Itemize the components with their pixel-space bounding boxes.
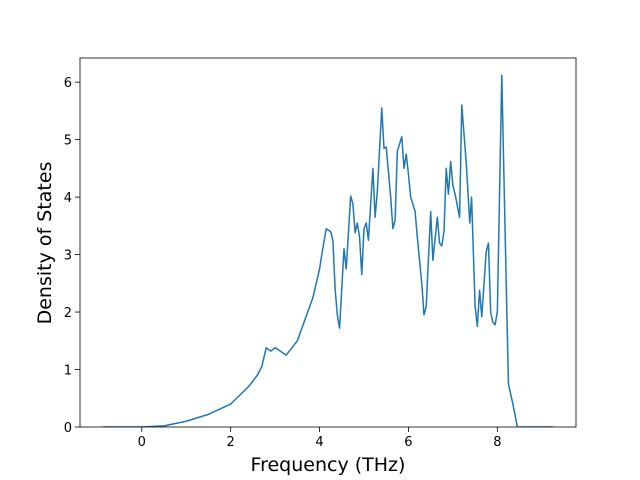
x-tick-label: 8 [493, 435, 501, 450]
y-axis-label: Density of States [34, 162, 56, 325]
x-tick-label: 0 [138, 435, 146, 450]
y-tick-label: 0 [64, 421, 72, 436]
x-tick-label: 4 [315, 435, 323, 450]
x-tick-label: 2 [227, 435, 235, 450]
y-tick-label: 1 [64, 364, 72, 379]
y-tick-label: 6 [64, 76, 72, 91]
x-tick-label: 6 [404, 435, 412, 450]
line-series [102, 74, 554, 427]
plot-frame [79, 57, 577, 428]
x-axis-label: Frequency (THz) [251, 454, 406, 476]
y-tick-label: 2 [64, 306, 72, 321]
y-tick-label: 3 [64, 249, 72, 264]
y-tick-label: 5 [64, 134, 72, 149]
y-tick-label: 4 [64, 191, 72, 206]
